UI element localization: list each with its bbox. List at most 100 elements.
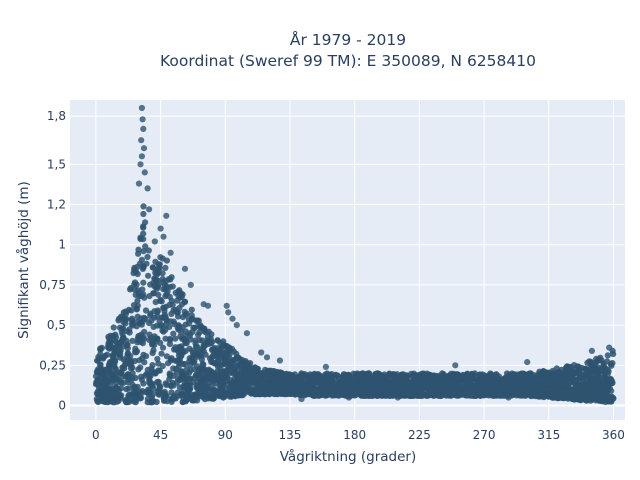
data-point-outlier: [233, 322, 240, 329]
data-point: [141, 328, 148, 335]
data-point: [187, 367, 194, 374]
data-point: [203, 329, 210, 336]
data-point: [153, 398, 160, 406]
data-point: [290, 390, 297, 397]
data-point: [372, 392, 379, 399]
data-point: [178, 368, 185, 375]
data-point-outlier: [187, 281, 194, 288]
data-point: [145, 389, 153, 396]
data-point: [247, 360, 254, 367]
data-point: [330, 386, 337, 393]
data-point: [132, 399, 139, 406]
data-point: [218, 386, 225, 393]
data-point: [175, 363, 182, 370]
data-point: [149, 350, 156, 357]
data-point: [95, 397, 102, 404]
data-point-outlier: [157, 225, 164, 232]
data-point: [455, 381, 462, 388]
data-point: [564, 363, 571, 370]
data-point-outlier: [258, 349, 265, 356]
data-point: [270, 385, 277, 392]
y-tick-label: 0,5: [47, 318, 66, 332]
data-point: [363, 388, 370, 395]
data-point: [97, 368, 104, 375]
data-point: [166, 335, 174, 342]
data-point: [133, 305, 140, 312]
data-point: [604, 358, 611, 365]
data-point-outlier: [345, 394, 352, 401]
data-point: [382, 392, 389, 399]
data-point: [192, 349, 199, 356]
data-point: [355, 385, 362, 392]
chart-title-line-1: År 1979 - 2019: [290, 30, 406, 49]
data-point: [264, 379, 271, 386]
data-point-outlier: [139, 116, 146, 123]
data-point-outlier: [163, 212, 170, 219]
data-point: [158, 350, 165, 357]
data-point: [571, 362, 578, 369]
data-point: [569, 386, 576, 393]
data-point: [194, 343, 201, 350]
data-point: [587, 374, 594, 381]
data-point: [553, 386, 560, 393]
data-point: [486, 374, 493, 381]
data-point: [206, 387, 213, 395]
data-point: [592, 365, 599, 372]
data-point: [226, 376, 234, 384]
data-point: [445, 387, 452, 394]
data-point: [228, 362, 235, 369]
data-point: [432, 373, 439, 380]
data-point: [241, 381, 248, 388]
data-point: [128, 361, 135, 368]
data-point: [163, 381, 170, 389]
data-point-outlier: [138, 137, 145, 144]
data-point: [220, 361, 227, 368]
data-point: [477, 374, 484, 381]
data-point: [475, 383, 482, 390]
data-point: [216, 352, 223, 359]
data-point: [230, 348, 237, 355]
data-point: [383, 386, 390, 394]
grid-lines: [70, 100, 625, 420]
data-point: [124, 371, 131, 378]
data-point: [140, 203, 147, 210]
data-point-outlier: [160, 233, 167, 240]
data-point: [242, 370, 249, 377]
data-point: [400, 373, 407, 380]
data-point: [152, 369, 159, 376]
data-point: [94, 378, 101, 385]
data-point: [172, 357, 179, 364]
y-tick-label: 1,5: [47, 157, 66, 171]
data-point-outlier: [298, 396, 305, 403]
data-point: [367, 373, 374, 380]
data-point: [170, 330, 177, 337]
data-point: [168, 274, 175, 281]
data-point: [105, 364, 112, 371]
data-point: [160, 395, 168, 402]
data-point: [239, 362, 246, 369]
data-point: [249, 368, 256, 376]
data-point: [107, 380, 114, 387]
x-tick-label: 0: [92, 428, 100, 442]
data-point: [140, 351, 147, 358]
data-point: [134, 263, 141, 271]
data-point: [112, 331, 119, 338]
data-point: [138, 376, 145, 383]
data-point: [122, 360, 129, 367]
data-point: [325, 377, 332, 384]
data-point: [120, 319, 127, 326]
data-point: [162, 303, 169, 310]
data-point: [137, 364, 144, 371]
data-point: [557, 370, 564, 377]
data-point: [169, 395, 176, 402]
data-point: [107, 358, 114, 366]
data-point: [127, 286, 134, 293]
data-point: [486, 379, 493, 386]
data-point: [196, 337, 203, 344]
data-point: [120, 325, 127, 332]
data-point: [419, 379, 426, 386]
data-point: [137, 234, 144, 241]
data-point: [558, 377, 565, 384]
data-point: [315, 371, 322, 378]
data-point: [257, 378, 264, 385]
